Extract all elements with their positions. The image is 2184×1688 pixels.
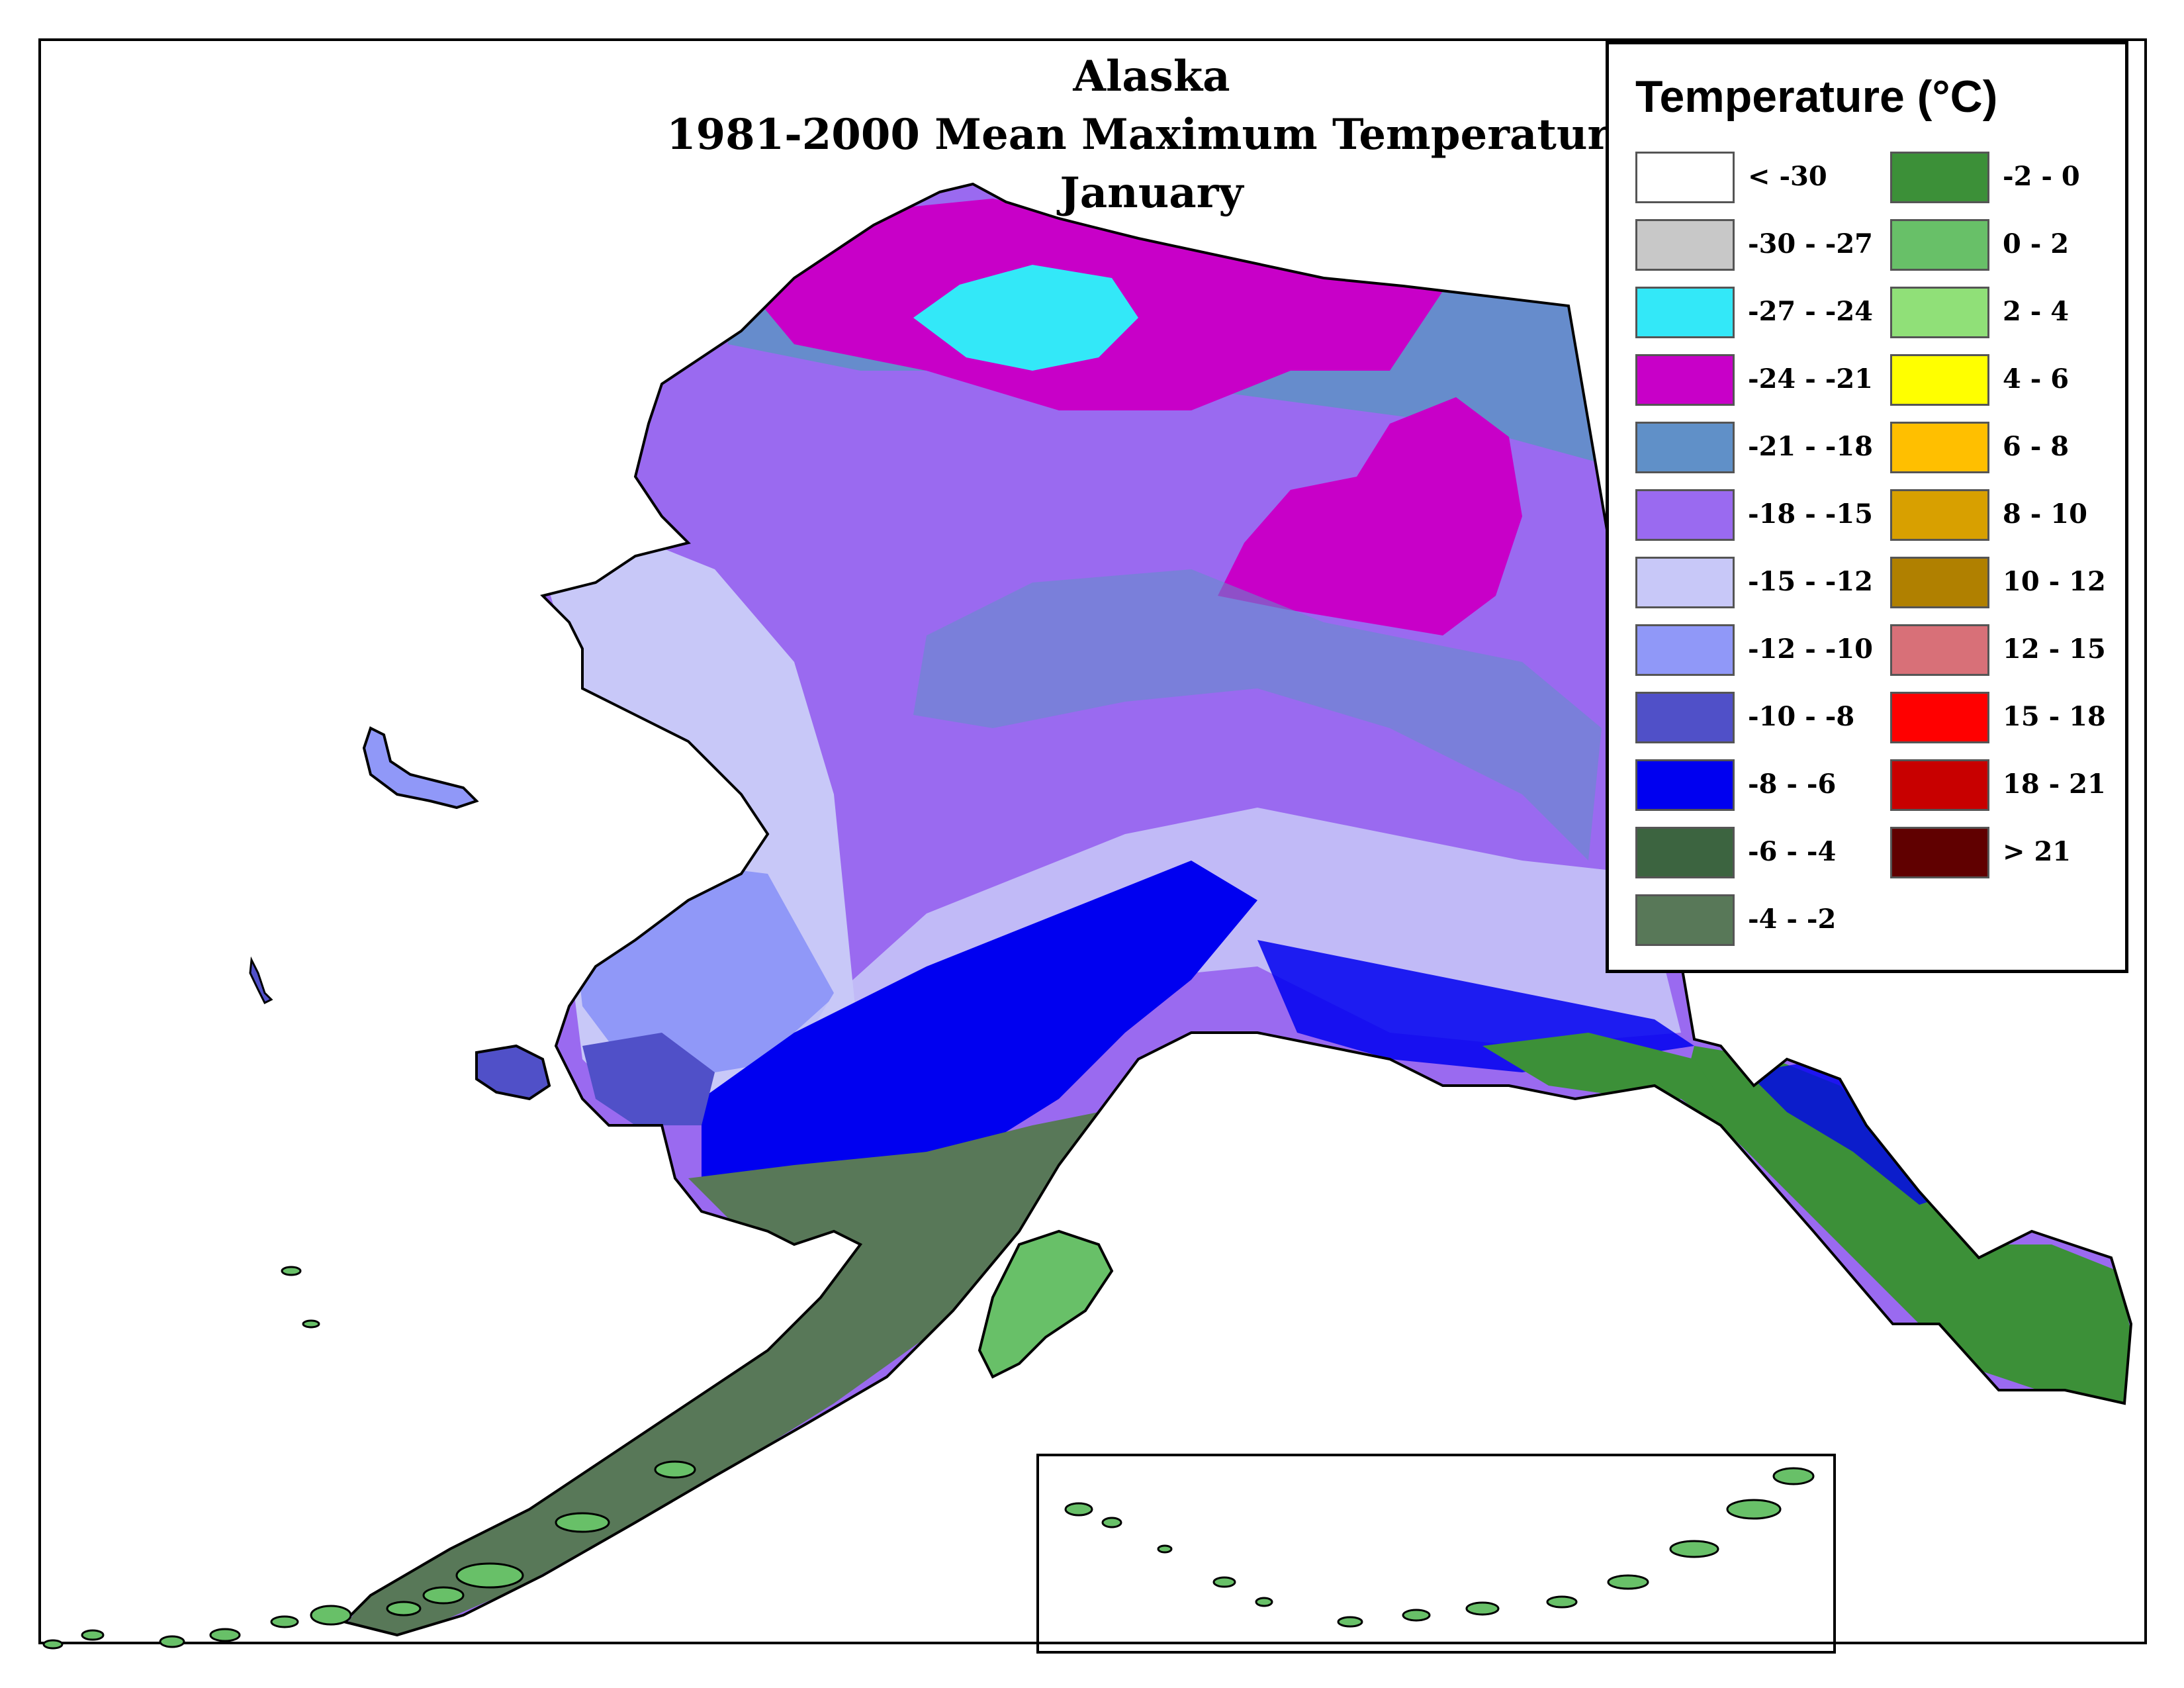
legend-swatch [1635,759,1735,811]
title-line-region: Alaska [1073,52,1230,101]
st-matthew-island [249,956,273,1005]
map-title: Alaska 1981-2000 Mean Maximum Temperatur… [635,48,1668,222]
legend-label: 18 - 21 [2003,769,2106,800]
legend-swatch [1635,557,1735,608]
legend-swatch [1635,422,1735,473]
legend-swatch [1635,624,1735,676]
legend-swatch [1890,152,1989,203]
pribilof-island [281,1266,302,1276]
legend-swatch [1890,557,1989,608]
legend-label: 0 - 2 [2003,228,2070,259]
legend-label: 4 - 6 [2003,363,2070,395]
legend-label: < -30 [1748,161,1827,192]
legend-title: Temperature (°C) [1635,71,1998,122]
legend-swatch [1890,827,1989,878]
inset-map-box [1036,1454,1836,1654]
legend-swatch [1635,219,1735,271]
legend-swatch [1635,287,1735,338]
kodiak-island [978,1229,1114,1379]
legend-label: 12 - 15 [2003,633,2106,665]
legend-swatch [1890,692,1989,743]
legend: Temperature (°C) < -30 -30 - -27 -27 - -24… [1606,41,2128,973]
legend-swatch [1635,489,1735,541]
legend-label: -2 - 0 [2003,161,2080,192]
legend-label: 10 - 12 [2003,566,2106,597]
pribilof-island [302,1319,320,1329]
legend-label: -8 - -6 [1748,769,1837,800]
alaska-coastline [341,182,2133,1637]
legend-label: 15 - 18 [2003,701,2106,732]
legend-label: -15 - -12 [1748,566,1873,597]
aleutian-islands [42,1460,696,1650]
title-line-subject: 1981-2000 Mean Maximum Temperature [666,110,1637,160]
legend-swatch [1890,489,1989,541]
legend-label: -10 - -8 [1748,701,1855,732]
inset-aleutians [1064,1467,1815,1628]
temperature-zones [344,199,2131,1635]
legend-swatch [1635,692,1735,743]
legend-swatch [1635,827,1735,878]
legend-swatch [1890,287,1989,338]
legend-swatch [1890,354,1989,406]
nunivak-island [475,1044,551,1101]
legend-swatch [1890,422,1989,473]
legend-label: 6 - 8 [2003,431,2070,462]
legend-swatch [1635,152,1735,203]
title-line-month: January [1060,168,1244,218]
legend-label: -21 - -18 [1748,431,1873,462]
legend-label: > 21 [2003,836,2071,867]
legend-swatch [1635,354,1735,406]
legend-label: -6 - -4 [1748,836,1837,867]
legend-label: -30 - -27 [1748,228,1873,259]
legend-label: 8 - 10 [2003,498,2087,530]
st-lawrence-island [362,726,479,810]
legend-label: -18 - -15 [1748,498,1873,530]
legend-label: -24 - -21 [1748,363,1873,395]
legend-label: 2 - 4 [2003,296,2070,327]
legend-swatch [1635,894,1735,946]
legend-swatch [1890,759,1989,811]
legend-swatch [1890,219,1989,271]
legend-label: -4 - -2 [1748,904,1837,935]
legend-label: -12 - -10 [1748,633,1873,665]
legend-label: -27 - -24 [1748,296,1873,327]
legend-swatch [1890,624,1989,676]
